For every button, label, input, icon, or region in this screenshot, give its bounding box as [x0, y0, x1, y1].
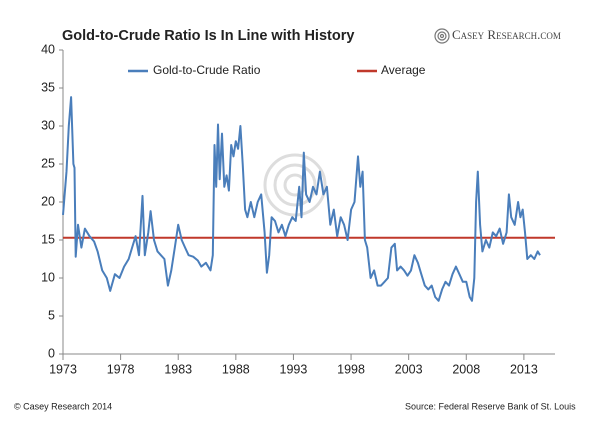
logo: Casey Research.com [452, 27, 561, 42]
legend-label: Gold-to-Crude Ratio [153, 63, 261, 77]
y-tick-label: 10 [41, 270, 55, 284]
footer-left: © Casey Research 2014 [14, 401, 112, 411]
x-tick-label: 1998 [337, 362, 365, 376]
data-line [62, 96, 541, 302]
y-tick-label: 35 [41, 80, 55, 94]
x-tick-label: 2008 [452, 362, 480, 376]
footer-right: Source: Federal Reserve Bank of St. Loui… [405, 401, 576, 411]
y-tick-label: 5 [48, 308, 55, 322]
y-tick-label: 20 [41, 194, 55, 208]
y-tick-label: 25 [41, 156, 55, 170]
y-tick-label: 30 [41, 118, 55, 132]
logo-icon [434, 28, 450, 44]
y-tick-label: 40 [41, 42, 55, 56]
y-tick-label: 15 [41, 232, 55, 246]
x-tick-label: 2003 [395, 362, 423, 376]
x-tick-label: 1983 [164, 362, 192, 376]
x-tick-label: 1993 [280, 362, 308, 376]
x-tick-label: 1978 [107, 362, 135, 376]
x-tick-label: 1988 [222, 362, 250, 376]
y-tick-label: 0 [48, 346, 55, 360]
x-tick-label: 2013 [510, 362, 538, 376]
watermark [263, 153, 327, 217]
chart-title: Gold-to-Crude Ratio Is In Line with Hist… [62, 28, 354, 44]
legend-label: Average [381, 63, 426, 77]
x-tick-label: 1973 [49, 362, 77, 376]
